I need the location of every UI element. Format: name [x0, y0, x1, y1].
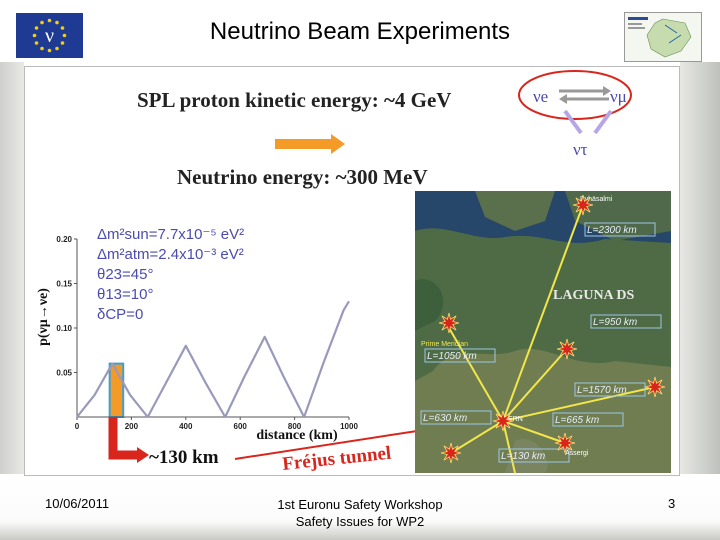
distance-label: L=130 km — [501, 451, 545, 462]
distance-label: L=1050 km — [427, 351, 477, 362]
x-tick-label: 800 — [288, 422, 302, 431]
param-theta13: θ13=10° — [97, 286, 153, 303]
eu-star-icon — [62, 33, 67, 38]
param-dm2-atm: Δm²atm=2.4x10⁻³ eV² — [97, 246, 244, 263]
main-figure: SPL proton kinetic energy: ~4 GeV Neutri… — [24, 66, 680, 476]
footer-line1: 1st Euronu Safety Workshop — [277, 497, 443, 512]
map-label-cern: CERN — [503, 416, 523, 423]
x-tick-label: 600 — [234, 422, 248, 431]
red-l-arrow — [108, 417, 137, 460]
distance-label: L=630 km — [423, 413, 467, 424]
background-right — [680, 62, 720, 474]
laguna-map-title: LAGUNA DS — [553, 288, 635, 303]
param-dm2-sun: Δm²sun=7.7x10⁻⁵ eV² — [97, 226, 244, 243]
map-label-assergi: Assergi — [565, 450, 589, 457]
eu-star-icon — [55, 20, 59, 25]
distance-label: L=665 km — [555, 415, 599, 426]
eu-star-icon — [47, 18, 52, 23]
baseline-line — [502, 386, 656, 422]
distance-label: L=1570 km — [577, 385, 627, 396]
param-delta-cp: δCP=0 — [97, 306, 143, 323]
eu-star-icon — [60, 41, 65, 45]
eu-star-icon — [32, 33, 37, 38]
probability-chart: 0 200 400 600 800 1000 0.05 0.10 0.15 0.20 — [56, 235, 358, 431]
eu-star-icon — [40, 46, 44, 51]
frejus-tunnel-label: Fréjus tunnel — [281, 443, 392, 475]
distance-130km-label: ~130 km — [149, 447, 219, 468]
distance-label-box — [552, 412, 624, 427]
x-tick-label: 0 — [75, 422, 80, 431]
slide-title: Neutrino Beam Experiments — [209, 18, 511, 45]
neutrino-energy-text: Neutrino energy: ~300 MeV — [177, 165, 428, 189]
baseline-line — [502, 420, 566, 444]
footer-page-number: 3 — [668, 496, 676, 511]
nu-e-label: νe — [533, 87, 548, 106]
orange-arrow-icon — [275, 134, 345, 154]
distance-label-box — [590, 314, 662, 329]
distance-label: L=2300 km — [587, 225, 637, 236]
site-star-icon — [556, 338, 578, 360]
laguna-map: LAGUNA DS L=2300 km L=950 km L=1050 km L=15… — [415, 191, 671, 474]
baseline-line — [502, 348, 568, 422]
eu-star-icon — [60, 26, 65, 30]
baseline-line — [502, 204, 584, 422]
distance-labels: L=2300 km L=950 km L=1050 km L=1570 km L=630… — [420, 222, 662, 463]
spl-energy-text: SPL proton kinetic energy: ~4 GeV — [137, 88, 451, 112]
baseline-lines — [444, 204, 656, 474]
map-label-prime-meridian: Prime Meridian — [421, 341, 468, 348]
eu-star-icon — [47, 48, 52, 53]
nu-tau-label: ντ — [573, 140, 588, 159]
site-star-icon — [554, 432, 576, 454]
y-tick-label: 0.15 — [56, 280, 72, 289]
distance-label-box — [424, 348, 496, 363]
baseline-line — [444, 320, 504, 422]
site-star-icon — [492, 410, 514, 432]
background-left — [0, 62, 24, 474]
map-label-pyhasalmi: Pyhäsalmi — [580, 196, 613, 203]
distance-label-box — [584, 222, 656, 237]
chart-x-label: distance (km) — [256, 428, 338, 443]
x-tick-label: 200 — [125, 422, 139, 431]
site-star-icon — [644, 376, 666, 398]
distance-label-box — [420, 410, 492, 425]
eu-star-icon — [55, 46, 59, 51]
eu-star-icon — [34, 41, 39, 45]
eu-star-icon — [34, 26, 39, 30]
site-star-icon — [572, 194, 594, 216]
arrow-nu-mu-tau — [593, 109, 613, 135]
site-markers — [438, 194, 666, 464]
distance-label: L=950 km — [593, 317, 637, 328]
flavor-ellipse — [518, 70, 632, 120]
distance-label-box — [574, 382, 646, 397]
slide-footer: 10/06/2011 1st Euronu Safety Workshop Sa… — [0, 478, 720, 540]
y-tick-label: 0.10 — [56, 324, 72, 333]
baseline-line — [450, 420, 504, 454]
footer-line2: Safety Issues for WP2 — [295, 514, 425, 529]
footer-center: 1st Euronu Safety Workshop Safety Issues… — [240, 496, 480, 530]
europe-map-thumbnail-icon — [624, 12, 702, 62]
y-tick-label: 0.05 — [56, 369, 72, 378]
distance-label-box — [498, 448, 570, 463]
site-star-icon — [438, 312, 460, 334]
arrow-nu-e-tau — [563, 109, 583, 135]
nu-mu-label: νμ — [610, 87, 627, 106]
y-tick-label: 0.20 — [56, 235, 72, 244]
site-star-icon — [440, 442, 462, 464]
footer-date: 10/06/2011 — [45, 496, 110, 511]
oscillation-parameters: Δm²sun=7.7x10⁻⁵ eV² Δm²atm=2.4x10⁻³ eV² … — [97, 226, 244, 323]
frejus-arrow-line — [234, 430, 418, 460]
eu-flag-letter: ν — [45, 25, 54, 47]
x-tick-label: 1000 — [340, 422, 358, 431]
x-tick-label: 400 — [179, 422, 193, 431]
figure-canvas: SPL proton kinetic energy: ~4 GeV Neutri… — [36, 70, 671, 475]
baseline-line — [502, 420, 516, 474]
eu-star-icon — [40, 20, 44, 25]
probability-curve — [76, 300, 350, 419]
chart-y-label: p(νμ→νe) — [36, 288, 51, 346]
param-theta23: θ23=45° — [97, 266, 153, 283]
slide-header: ν Neutrino Beam Experiments — [0, 0, 720, 62]
eu-flag-icon: ν — [16, 13, 83, 58]
